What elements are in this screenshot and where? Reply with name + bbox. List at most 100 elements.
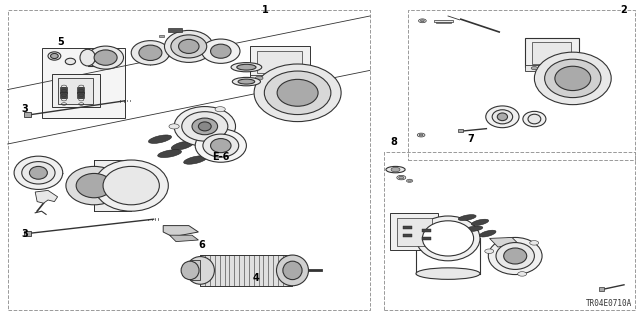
Ellipse shape [238, 79, 255, 84]
Ellipse shape [283, 261, 302, 280]
Ellipse shape [184, 156, 207, 164]
Ellipse shape [202, 39, 240, 63]
Ellipse shape [48, 52, 61, 60]
Ellipse shape [264, 71, 331, 115]
FancyBboxPatch shape [77, 92, 84, 98]
Ellipse shape [22, 162, 55, 184]
Ellipse shape [277, 79, 318, 106]
Ellipse shape [479, 230, 496, 237]
Circle shape [169, 124, 179, 129]
Polygon shape [170, 235, 198, 242]
Polygon shape [490, 237, 518, 247]
Circle shape [417, 133, 425, 137]
Ellipse shape [555, 66, 591, 91]
FancyBboxPatch shape [58, 78, 93, 104]
Ellipse shape [458, 215, 476, 220]
Ellipse shape [94, 160, 168, 211]
Ellipse shape [195, 129, 246, 162]
FancyBboxPatch shape [458, 129, 463, 132]
FancyBboxPatch shape [434, 20, 453, 22]
Ellipse shape [504, 248, 527, 264]
Ellipse shape [232, 77, 260, 86]
FancyBboxPatch shape [24, 231, 31, 236]
Ellipse shape [488, 237, 542, 275]
FancyBboxPatch shape [436, 22, 451, 23]
Ellipse shape [422, 221, 474, 256]
Ellipse shape [65, 58, 76, 65]
Ellipse shape [492, 110, 513, 124]
Text: E-6: E-6 [212, 152, 230, 162]
FancyBboxPatch shape [250, 46, 310, 77]
Text: 8: 8 [390, 137, 397, 148]
FancyBboxPatch shape [42, 48, 125, 118]
Ellipse shape [179, 39, 199, 53]
Ellipse shape [465, 226, 483, 232]
Text: 2: 2 [621, 4, 627, 15]
Text: TR04E0710A: TR04E0710A [586, 299, 632, 308]
Ellipse shape [80, 49, 95, 66]
Ellipse shape [14, 156, 63, 189]
Ellipse shape [181, 261, 199, 280]
Text: 7: 7 [467, 134, 474, 144]
Circle shape [406, 179, 413, 182]
Ellipse shape [523, 111, 546, 127]
Circle shape [215, 141, 225, 146]
Ellipse shape [139, 45, 162, 60]
Circle shape [419, 19, 426, 23]
FancyBboxPatch shape [60, 92, 67, 98]
Ellipse shape [171, 35, 207, 58]
Text: 5: 5 [58, 36, 64, 47]
Circle shape [518, 272, 527, 276]
Ellipse shape [416, 216, 480, 261]
Ellipse shape [76, 173, 112, 198]
Circle shape [215, 107, 225, 112]
Ellipse shape [164, 30, 213, 62]
FancyBboxPatch shape [94, 160, 131, 211]
Ellipse shape [66, 166, 122, 205]
FancyBboxPatch shape [403, 226, 412, 229]
Circle shape [557, 67, 563, 70]
Ellipse shape [211, 139, 231, 153]
Ellipse shape [471, 219, 489, 226]
Text: 1: 1 [262, 4, 269, 15]
Ellipse shape [88, 46, 124, 69]
Ellipse shape [103, 166, 159, 205]
FancyBboxPatch shape [52, 74, 100, 107]
Circle shape [530, 241, 539, 245]
Text: 3: 3 [21, 228, 28, 239]
FancyBboxPatch shape [200, 255, 292, 286]
Circle shape [391, 167, 400, 172]
FancyBboxPatch shape [88, 50, 106, 66]
FancyBboxPatch shape [599, 287, 604, 291]
Ellipse shape [211, 44, 231, 58]
Ellipse shape [198, 122, 211, 131]
Ellipse shape [545, 59, 601, 98]
Circle shape [287, 76, 295, 80]
Ellipse shape [192, 118, 218, 135]
FancyBboxPatch shape [159, 35, 164, 37]
Ellipse shape [231, 63, 262, 72]
Ellipse shape [203, 134, 239, 157]
Circle shape [531, 67, 538, 70]
FancyBboxPatch shape [390, 213, 438, 250]
FancyBboxPatch shape [168, 28, 182, 32]
Polygon shape [163, 226, 198, 237]
Ellipse shape [237, 64, 256, 70]
Ellipse shape [148, 135, 172, 143]
Ellipse shape [29, 166, 47, 179]
Ellipse shape [276, 255, 308, 286]
Circle shape [255, 76, 263, 80]
Ellipse shape [497, 113, 508, 121]
FancyBboxPatch shape [422, 237, 431, 240]
Ellipse shape [254, 64, 341, 122]
FancyBboxPatch shape [250, 75, 304, 82]
Circle shape [419, 134, 423, 136]
FancyBboxPatch shape [397, 218, 432, 246]
Circle shape [399, 176, 404, 179]
FancyBboxPatch shape [60, 87, 67, 93]
Ellipse shape [51, 53, 58, 59]
FancyBboxPatch shape [525, 38, 579, 67]
FancyBboxPatch shape [24, 112, 31, 117]
Ellipse shape [496, 243, 534, 269]
Ellipse shape [534, 52, 611, 105]
